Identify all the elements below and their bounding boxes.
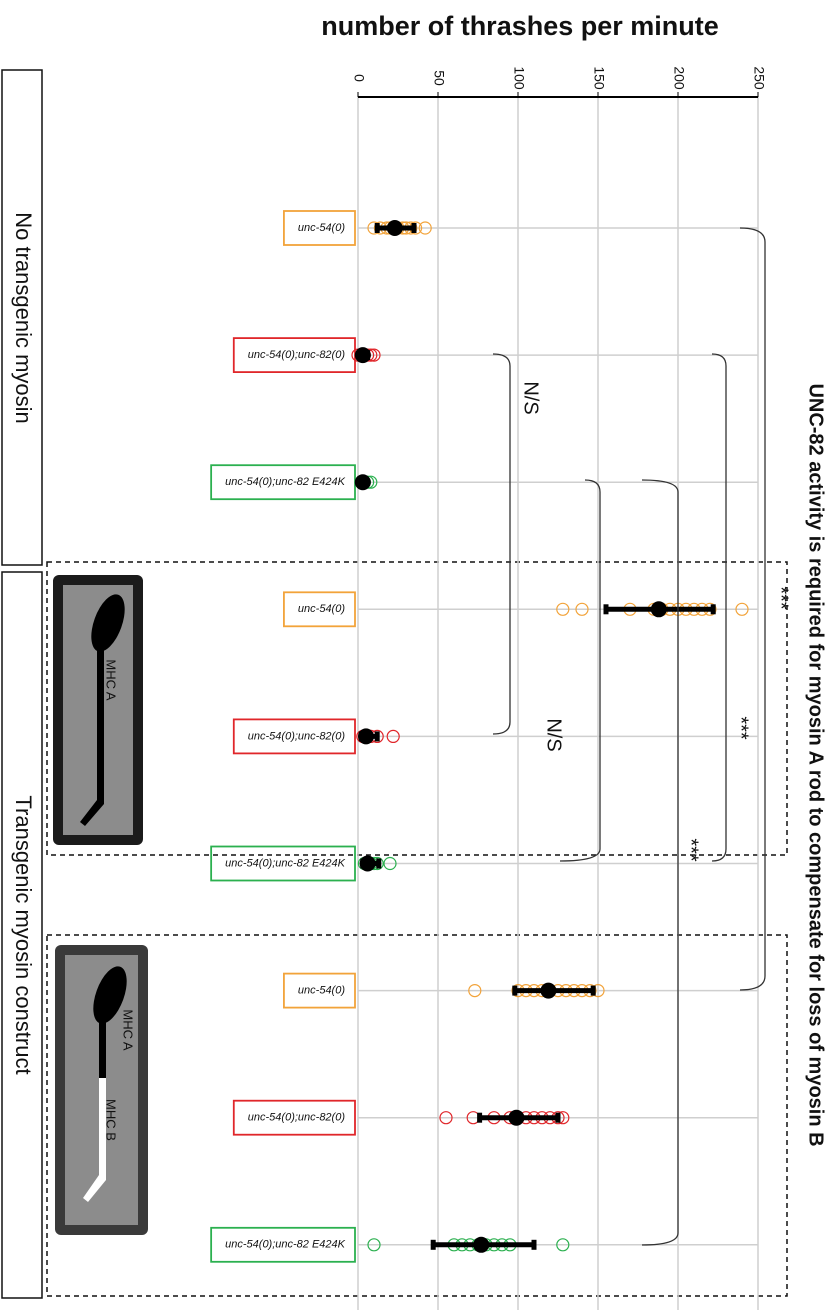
y-tick-label: 50 [431, 70, 447, 86]
mean-point [508, 1110, 524, 1126]
construct-label: MHC A [121, 1009, 136, 1051]
mean-point [651, 601, 667, 617]
myosin-rod [99, 1017, 106, 1078]
mean-point [360, 856, 376, 872]
annotation: N/S [520, 381, 542, 414]
bracket [642, 480, 678, 1245]
background-layer: No transgenic myosin Transgenic myosin c… [2, 70, 787, 1298]
annotation: N/S [543, 718, 565, 751]
category-label: unc-54(0);unc-82 E424K [225, 1239, 346, 1251]
group-label: No transgenic myosin [11, 212, 36, 424]
y-tick-label: 100 [511, 66, 527, 90]
mean-point [387, 220, 403, 236]
y-tick-label: 0 [351, 74, 367, 82]
annotation: *** [770, 586, 792, 610]
construct-label: MHC A [104, 659, 119, 701]
mean-point [358, 728, 374, 744]
annotation: *** [680, 838, 702, 862]
category-label: unc-54(0);unc-82(0) [248, 1112, 346, 1124]
mean-point [473, 1237, 489, 1253]
panel-frame [47, 562, 787, 855]
chart: No transgenic myosin Transgenic myosin c… [0, 0, 840, 1310]
category-label: unc-54(0) [298, 985, 345, 997]
y-tick-label: 150 [591, 66, 607, 90]
mean-point [355, 474, 371, 490]
category-label: unc-54(0);unc-82(0) [248, 349, 346, 361]
construct-label: MHC B [104, 1099, 119, 1141]
y-tick-label: 250 [751, 66, 767, 90]
y-tick-label: 200 [671, 66, 687, 90]
annotation: *** [730, 716, 752, 740]
plot-layer: 0 50 100 150 200 250 unc-54(0) unc-54(0);unc-82… [211, 66, 767, 1310]
axis-label: number of thrashes per minute [321, 11, 719, 41]
chart-title: UNC-82 activity is required for myosin A… [805, 383, 827, 1146]
bracket [560, 480, 600, 861]
bracket [493, 354, 510, 734]
mean-point [355, 347, 371, 363]
category-label: unc-54(0) [298, 603, 345, 615]
panel-frame [47, 935, 787, 1296]
category-label: unc-54(0);unc-82 E424K [225, 857, 346, 869]
group-label: Transgenic myosin construct [11, 795, 36, 1074]
category-label: unc-54(0);unc-82(0) [248, 730, 346, 742]
category-label: unc-54(0);unc-82 E424K [225, 476, 346, 488]
category-label: unc-54(0) [298, 222, 345, 234]
mean-point [540, 983, 556, 999]
